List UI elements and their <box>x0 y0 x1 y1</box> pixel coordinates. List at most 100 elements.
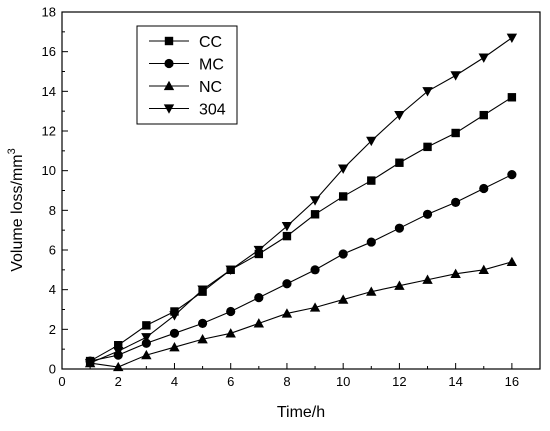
data-point <box>309 302 321 312</box>
data-point <box>84 358 96 369</box>
x-tick-label: 12 <box>392 374 406 389</box>
data-point <box>253 245 265 256</box>
data-point <box>337 164 349 174</box>
x-axis: 0 2 4 6 8 10 12 14 16 <box>58 363 541 389</box>
data-point <box>197 318 208 328</box>
plot-border <box>61 11 541 370</box>
series-line <box>89 37 513 364</box>
series-line <box>89 96 513 362</box>
y-axis: 0 2 4 6 8 10 12 14 16 18 <box>42 5 68 377</box>
legend-item-cc: CC <box>149 34 222 51</box>
legend-item-nc: NC <box>149 79 222 96</box>
series-nc <box>84 256 518 372</box>
data-point <box>253 318 265 328</box>
x-tick-label: 4 <box>171 374 178 389</box>
data-point <box>423 142 432 152</box>
data-point <box>225 265 236 276</box>
data-point <box>395 158 404 167</box>
legend-label: MC <box>199 57 224 74</box>
data-point <box>310 265 320 275</box>
y-tick-label: 12 <box>42 124 56 139</box>
series-line <box>90 174 513 362</box>
x-tick-label: 16 <box>505 374 519 389</box>
data-point <box>225 328 236 338</box>
data-point <box>142 321 151 330</box>
data-point <box>197 285 208 295</box>
data-point <box>394 280 405 290</box>
data-point <box>450 71 461 81</box>
data-point <box>451 128 460 138</box>
data-point <box>338 192 348 201</box>
data-point <box>394 223 405 233</box>
data-point <box>169 328 180 338</box>
y-tick-label: 16 <box>42 44 56 59</box>
y-tick-label: 10 <box>42 163 56 178</box>
data-point <box>281 222 293 232</box>
x-tick-label: 0 <box>58 374 65 389</box>
legend-item-mc: MC <box>149 57 224 74</box>
legend-item-304: 304 <box>149 102 226 119</box>
legend-marker <box>163 80 175 91</box>
data-point <box>366 237 376 247</box>
data-point <box>141 333 152 343</box>
data-point <box>113 361 124 372</box>
y-tick-label: 2 <box>49 322 56 337</box>
legend-label: CC <box>199 34 222 51</box>
data-point <box>114 341 123 350</box>
legend-marker <box>164 58 174 69</box>
data-point <box>282 231 292 241</box>
data-point <box>282 279 292 289</box>
y-tick-label: 0 <box>49 362 56 377</box>
legend-label: 304 <box>199 102 226 119</box>
data-point <box>141 338 151 348</box>
data-point <box>450 268 461 278</box>
data-point <box>478 264 489 274</box>
data-point <box>507 93 517 102</box>
data-point <box>479 183 489 194</box>
data-point <box>310 210 320 219</box>
y-tick-label: 4 <box>49 282 56 297</box>
data-point <box>478 53 489 63</box>
y-tick-label: 6 <box>49 243 56 258</box>
data-point <box>366 286 377 296</box>
legend-marker <box>163 104 175 114</box>
x-tick-label: 10 <box>336 374 350 389</box>
plot-frame <box>61 11 541 370</box>
x-axis-title: Time/h <box>277 404 325 421</box>
data-point <box>254 293 264 303</box>
series-mc <box>85 170 517 366</box>
y-axis-title: Volume loss/mm3 <box>6 148 26 272</box>
data-point <box>367 176 376 185</box>
series-304 <box>84 33 518 369</box>
y-tick-label: 18 <box>42 5 56 20</box>
data-point <box>281 308 293 318</box>
y-axis-title-superscript: 3 <box>6 148 18 154</box>
legend-label: NC <box>199 79 222 96</box>
data-point <box>141 349 152 360</box>
series-layer <box>84 33 518 372</box>
series-line <box>90 261 513 368</box>
y-tick-label: 14 <box>42 84 56 99</box>
y-axis-title-text: Volume loss/mm <box>9 154 26 271</box>
data-point <box>422 209 433 219</box>
data-point <box>338 249 348 259</box>
data-point <box>169 311 180 321</box>
data-point <box>479 110 488 120</box>
legend-box <box>136 25 238 125</box>
data-point <box>226 306 236 317</box>
data-point <box>506 33 518 43</box>
legend-marker <box>164 36 174 46</box>
data-point <box>197 334 208 344</box>
y-tick-label: 8 <box>49 203 56 218</box>
data-point <box>309 196 321 206</box>
data-point <box>451 197 461 207</box>
data-point <box>337 294 349 304</box>
data-point <box>422 87 433 97</box>
x-tick-label: 8 <box>283 374 290 389</box>
series-cc <box>85 93 517 366</box>
data-point <box>113 346 124 357</box>
legend: CC MC NC 304 <box>136 25 238 125</box>
data-point <box>506 256 518 267</box>
